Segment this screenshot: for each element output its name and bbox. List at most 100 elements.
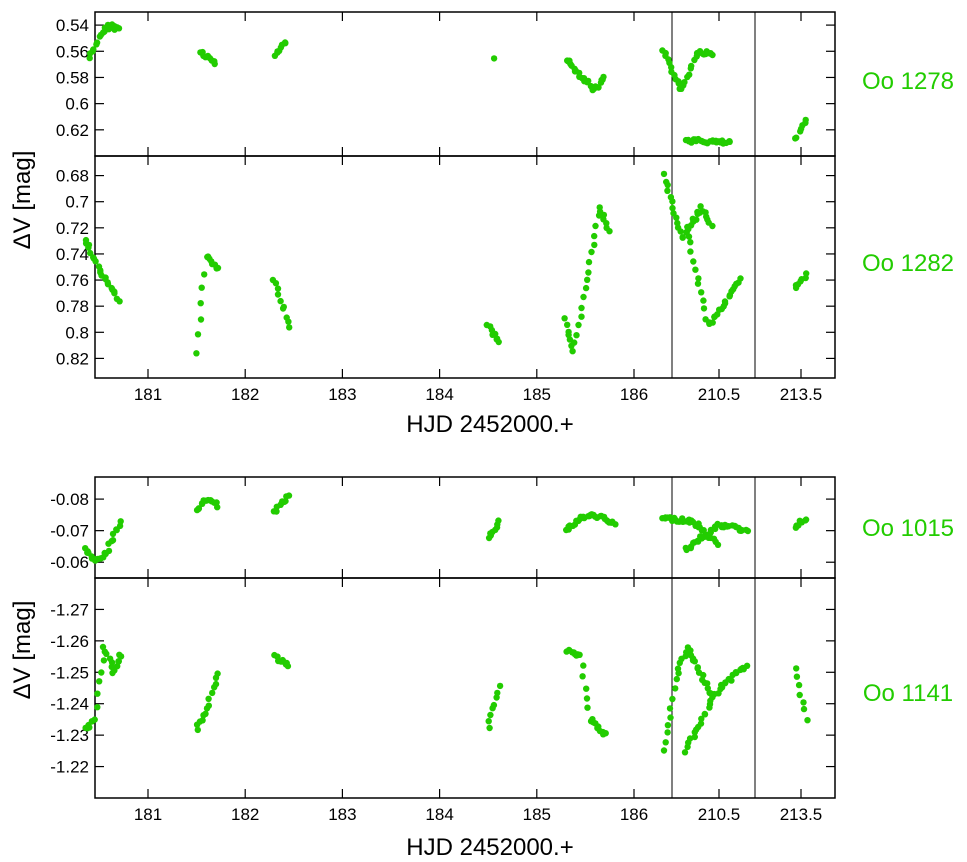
data-point bbox=[709, 319, 716, 326]
data-point bbox=[92, 258, 99, 265]
data-point bbox=[579, 673, 586, 680]
y-tick-label: 0.56 bbox=[56, 42, 89, 61]
data-point bbox=[667, 714, 674, 721]
data-point bbox=[802, 516, 810, 523]
y-tick-label: 0.78 bbox=[56, 297, 89, 316]
data-point bbox=[85, 244, 92, 251]
x-tick-label: 184 bbox=[425, 385, 453, 404]
data-point bbox=[697, 203, 704, 210]
y-tick-label: 0.72 bbox=[56, 219, 89, 238]
data-point bbox=[90, 46, 97, 53]
star-label: Oo 1278 bbox=[862, 68, 954, 95]
data-point bbox=[201, 271, 208, 278]
y-axis-title-top: ΔV [mag] bbox=[9, 151, 36, 250]
panel-frame bbox=[94, 577, 836, 799]
x-tick-label: 183 bbox=[328, 385, 356, 404]
data-point bbox=[585, 258, 593, 266]
data-point bbox=[277, 297, 284, 305]
data-point bbox=[111, 290, 118, 297]
data-point bbox=[687, 647, 694, 654]
data-point bbox=[117, 518, 124, 525]
panel-frame bbox=[94, 11, 836, 157]
data-point bbox=[198, 284, 205, 291]
y-tick-label: 0.54 bbox=[56, 16, 89, 35]
data-point bbox=[674, 665, 682, 672]
data-point bbox=[274, 285, 282, 292]
data-point bbox=[487, 711, 494, 719]
data-point bbox=[194, 726, 201, 734]
data-point bbox=[571, 339, 578, 346]
data-point bbox=[485, 718, 492, 725]
panel-frame bbox=[94, 155, 836, 379]
data-point bbox=[116, 298, 123, 305]
y-tick-label: -1.26 bbox=[50, 632, 89, 651]
y-tick-label: 0.7 bbox=[65, 193, 89, 212]
data-point bbox=[691, 658, 698, 665]
data-point bbox=[116, 651, 123, 658]
star-label: Oo 1141 bbox=[863, 680, 953, 707]
y-tick-label: 0.74 bbox=[56, 245, 89, 264]
data-point bbox=[583, 695, 591, 702]
data-point bbox=[669, 204, 676, 212]
y-tick-label: 0.6 bbox=[65, 95, 89, 114]
data-point bbox=[802, 116, 809, 124]
data-point bbox=[700, 297, 707, 304]
data-point bbox=[793, 665, 800, 672]
x-tick-label: 213.5 bbox=[780, 385, 823, 404]
data-point bbox=[660, 747, 668, 754]
data-point bbox=[709, 222, 716, 230]
x-tick-label: 181 bbox=[134, 385, 162, 404]
y-tick-label: -0.08 bbox=[50, 490, 89, 509]
data-point bbox=[721, 298, 729, 305]
data-point bbox=[668, 64, 675, 71]
data-point bbox=[796, 691, 803, 699]
data-point bbox=[576, 651, 583, 658]
x-tick-label: 186 bbox=[620, 385, 648, 404]
data-point bbox=[285, 492, 293, 499]
data-point bbox=[490, 701, 498, 709]
data-point bbox=[704, 680, 711, 687]
y-tick-label: 0.76 bbox=[56, 271, 89, 290]
data-point bbox=[673, 675, 680, 683]
panel-oo-1278: 0.54 0.56 0.58 0.6 0.62 Oo 1278 bbox=[56, 11, 954, 157]
data-point bbox=[664, 181, 671, 189]
data-point bbox=[803, 270, 810, 277]
data-point bbox=[561, 315, 568, 322]
x-tick-label: 184 bbox=[425, 805, 453, 824]
data-point bbox=[214, 264, 222, 272]
data-point bbox=[573, 332, 580, 339]
data-point bbox=[583, 685, 590, 692]
data-point bbox=[679, 234, 686, 241]
data-point bbox=[714, 541, 722, 548]
data-point bbox=[584, 276, 591, 283]
data-point bbox=[672, 685, 679, 692]
data-point bbox=[197, 316, 205, 323]
data-point bbox=[272, 280, 280, 287]
data-point bbox=[569, 348, 576, 355]
data-point bbox=[684, 223, 691, 231]
data-point bbox=[494, 689, 501, 697]
data-points bbox=[82, 170, 810, 357]
data-point bbox=[737, 275, 744, 282]
y-axis-title-bottom: ΔV [mag] bbox=[9, 601, 36, 700]
data-point bbox=[592, 222, 599, 230]
data-point bbox=[486, 724, 493, 732]
data-point bbox=[690, 258, 697, 265]
data-point bbox=[666, 705, 674, 712]
data-point bbox=[96, 678, 103, 685]
data-point bbox=[701, 710, 708, 718]
star-label: Oo 1282 bbox=[862, 250, 954, 277]
data-point bbox=[209, 689, 216, 697]
data-point bbox=[804, 717, 811, 724]
data-point bbox=[582, 284, 590, 292]
y-tick-label: 0.8 bbox=[65, 323, 89, 342]
data-point bbox=[213, 499, 220, 506]
data-point bbox=[496, 682, 504, 690]
data-point bbox=[694, 280, 702, 287]
data-points bbox=[82, 643, 811, 756]
data-point bbox=[205, 702, 212, 709]
data-point bbox=[86, 54, 93, 62]
panels-layer: 0.54 0.56 0.58 0.6 0.62 Oo 1278 0.68 0.7 0.72 0.7… bbox=[50, 11, 954, 824]
data-point bbox=[114, 663, 121, 670]
